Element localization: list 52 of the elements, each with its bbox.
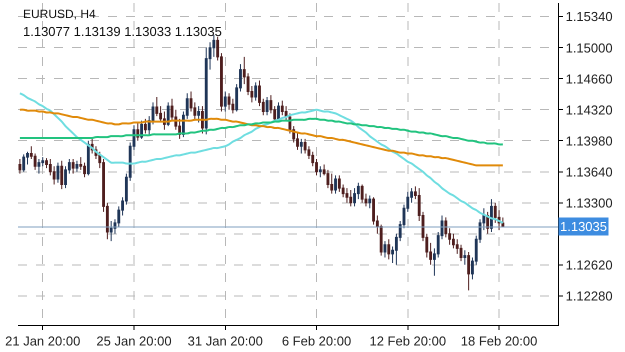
y-tick-label: 1.14320 (566, 102, 613, 118)
candlestick (144, 118, 147, 134)
candlestick (155, 96, 158, 117)
candlestick (368, 194, 372, 209)
chart-title: EURUSD, H4 (23, 7, 96, 21)
y-tick-label: 1.14660 (566, 71, 613, 86)
candlestick (228, 92, 230, 110)
line-series (18, 118, 504, 146)
candlestick (300, 138, 303, 154)
ref-line-label: 1.13035 (560, 219, 607, 234)
candlestick (254, 82, 258, 102)
y-tick-label: 1.13300 (566, 195, 613, 210)
x-tick-label: 12 Feb 20:00 (369, 334, 446, 349)
y-tick-label: 1.12280 (566, 288, 613, 304)
candlestick (18, 158, 22, 174)
candlestick (330, 173, 334, 194)
candlestick (467, 252, 470, 291)
candlestick (86, 140, 90, 176)
candlestick (360, 184, 364, 204)
line-series (18, 108, 504, 166)
candlestick (387, 238, 390, 260)
candlestick (56, 162, 60, 184)
line-series (18, 92, 504, 224)
candlestick (334, 174, 337, 194)
candlestick (318, 166, 322, 178)
candlestick (22, 154, 26, 172)
candlestick (463, 250, 466, 266)
x-tick-label: 6 Feb 20:00 (282, 334, 352, 349)
candlestick (384, 240, 386, 258)
candlestick (197, 106, 200, 123)
candlestick (76, 160, 78, 172)
annotation: 1.13077 1.13139 1.13033 1.13035 (23, 24, 222, 39)
x-tick-label: 18 Feb 20:00 (460, 334, 538, 349)
x-tick-label: 25 Jan 20:00 (96, 334, 172, 349)
candlestick (110, 220, 113, 242)
candlestick (60, 160, 64, 190)
candlestick (266, 96, 269, 116)
candlestick (224, 90, 227, 112)
y-tick-label: 1.13980 (566, 133, 613, 148)
candlestick (72, 158, 75, 174)
x-tick-label: 21 Jan 20:00 (5, 334, 80, 349)
candlestick (37, 158, 40, 174)
y-tick-label: 1.13640 (566, 164, 613, 180)
candlestick (349, 190, 352, 207)
y-tick-label: 1.12620 (566, 257, 613, 272)
y-tick-label: 1.15340 (566, 9, 613, 24)
candlestick (346, 188, 348, 204)
candlestick (201, 106, 204, 134)
y-tick-label: 1.15000 (566, 40, 613, 56)
x-tick-label: 31 Jan 20:00 (188, 334, 263, 349)
candlestick (280, 100, 284, 116)
candlestick (501, 216, 504, 228)
